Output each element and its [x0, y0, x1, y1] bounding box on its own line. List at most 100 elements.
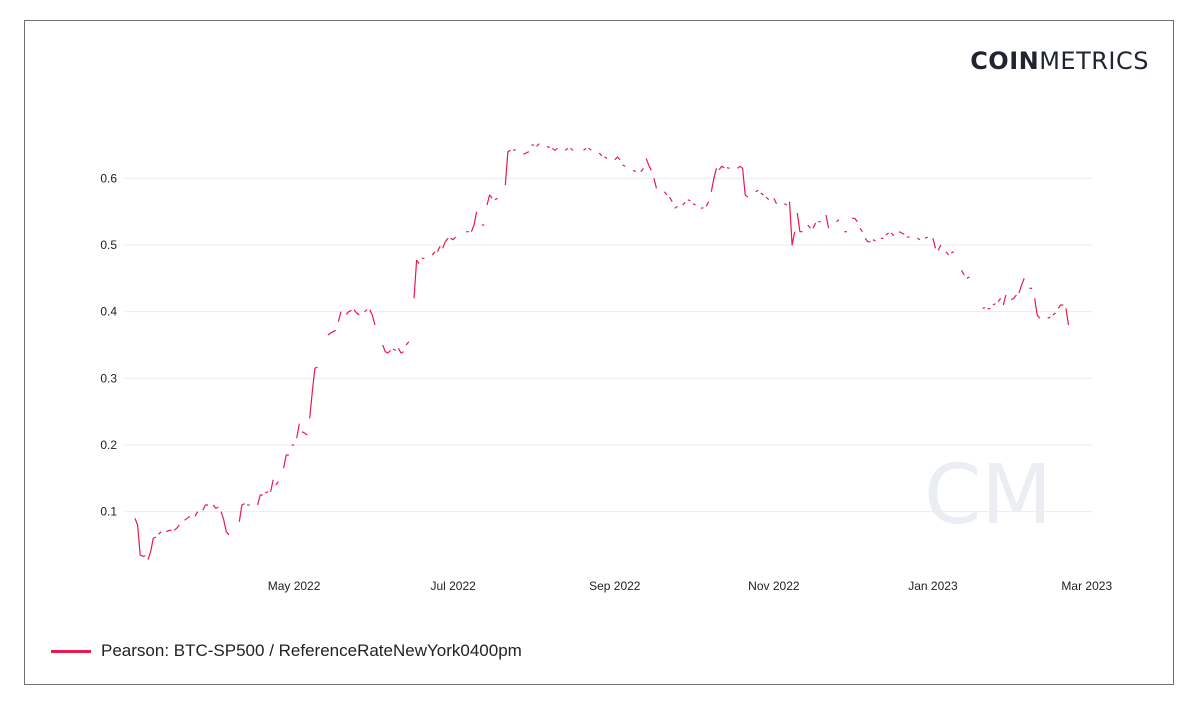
series-line-segment — [987, 307, 991, 310]
series-line-segment — [653, 178, 658, 189]
series-line-segment — [796, 212, 803, 233]
series-line-segment — [760, 192, 764, 196]
series-line-segment — [564, 147, 569, 151]
series-line-segment — [546, 145, 550, 149]
series-line-segment — [614, 156, 621, 161]
y-axis: 0.1 0.2 0.3 0.4 0.5 0.6 — [100, 171, 117, 518]
series-line-segment — [1010, 294, 1017, 301]
series-line-segment — [1057, 304, 1064, 309]
series-line-segment — [890, 232, 895, 237]
series-line-segment — [382, 344, 391, 354]
series-line-segment — [682, 201, 686, 206]
series-line-segment — [353, 309, 360, 316]
series-line-segment — [345, 309, 352, 315]
series-line-segment — [773, 198, 778, 204]
series-line-segment — [645, 158, 652, 171]
series-line-segment — [669, 196, 673, 202]
series-line-segment — [504, 149, 511, 186]
series-line-segment — [700, 207, 704, 209]
series-line-segment — [470, 211, 478, 232]
series-line-segment — [836, 219, 840, 223]
series-line-segment — [392, 348, 397, 351]
legend: Pearson: BTC-SP500 / ReferenceRateNewYor… — [51, 641, 522, 661]
x-tick-label: Nov 2022 — [748, 579, 800, 593]
series-line-segment — [405, 341, 410, 346]
series-group — [134, 143, 1070, 560]
legend-label: Pearson: BTC-SP500 / ReferenceRateNewYor… — [101, 641, 522, 660]
series-line-segment — [825, 214, 830, 229]
series-line-segment — [570, 147, 574, 151]
y-tick-label: 0.6 — [100, 171, 117, 185]
series-line-segment — [1047, 316, 1051, 319]
legend-swatch — [51, 649, 91, 653]
series-line-segment — [431, 251, 436, 256]
y-tick-label: 0.5 — [100, 238, 117, 252]
series-line-segment — [924, 236, 928, 239]
series-line-segment — [982, 307, 986, 309]
series-line-segment — [885, 232, 889, 236]
series-line-segment — [710, 168, 718, 192]
series-line-segment — [859, 227, 863, 233]
x-axis: May 2022 Jul 2022 Sep 2022 Nov 2022 Jan 2023… — [268, 579, 1113, 593]
series-line-segment — [327, 329, 337, 336]
series-line-segment — [718, 165, 725, 171]
series-line-segment — [807, 224, 811, 229]
x-tick-label: Jan 2023 — [908, 579, 958, 593]
series-line-segment — [961, 270, 965, 276]
series-line-segment — [765, 196, 770, 201]
series-line-segment — [369, 309, 376, 326]
series-line-segment — [852, 217, 858, 223]
series-line-segment — [932, 238, 937, 249]
series-line-segment — [997, 297, 1002, 303]
series-line-segment — [301, 431, 308, 436]
series-line-segment — [166, 529, 172, 533]
series-line-segment — [486, 194, 493, 206]
brand-logo-bold: COIN — [970, 47, 1040, 75]
series-line-segment — [917, 237, 921, 241]
series-line-segment — [494, 197, 498, 201]
series-line-segment — [1018, 278, 1025, 294]
series-line-segment — [257, 494, 263, 506]
series-line-segment — [270, 479, 274, 492]
series-line-segment — [598, 152, 603, 157]
series-line-segment — [726, 167, 730, 169]
series-line-segment — [1034, 298, 1041, 319]
series-line-segment — [898, 231, 905, 235]
x-tick-label: Sep 2022 — [589, 579, 641, 593]
series-line-segment — [705, 201, 710, 207]
series-line-segment — [622, 164, 626, 167]
series-line-segment — [872, 239, 876, 242]
series-line-segment — [788, 201, 796, 246]
series-line-segment — [296, 423, 300, 439]
series-line-segment — [202, 504, 208, 511]
series-line-segment — [864, 237, 871, 243]
watermark-logo: CM — [924, 448, 1052, 543]
series-line-segment — [512, 149, 516, 151]
series-line-segment — [1052, 312, 1056, 316]
series-line-segment — [238, 503, 245, 522]
series-line-segment — [194, 511, 199, 517]
series-line-segment — [755, 189, 759, 193]
series-line-segment — [737, 165, 749, 198]
series-line-segment — [309, 366, 318, 419]
brand-logo: COINMETRICS — [970, 47, 1149, 75]
series-line-segment — [173, 524, 180, 531]
series-line-segment — [1002, 294, 1007, 306]
series-line-segment — [551, 147, 558, 151]
series-line-segment — [945, 251, 950, 256]
series-line-segment — [436, 246, 441, 252]
y-tick-label: 0.3 — [100, 371, 117, 385]
series-line-segment — [937, 244, 942, 251]
series-line-segment — [950, 251, 955, 254]
series-line-segment — [992, 303, 996, 306]
y-tick-label: 0.2 — [100, 438, 117, 452]
series-line-segment — [640, 167, 644, 173]
series-line-segment — [134, 518, 146, 557]
series-line-segment — [604, 156, 608, 159]
series-line-segment — [812, 222, 817, 229]
series-line-segment — [966, 276, 970, 279]
series-line-segment — [283, 454, 289, 469]
series-line-segment — [220, 511, 230, 536]
series-line-segment — [523, 151, 530, 155]
